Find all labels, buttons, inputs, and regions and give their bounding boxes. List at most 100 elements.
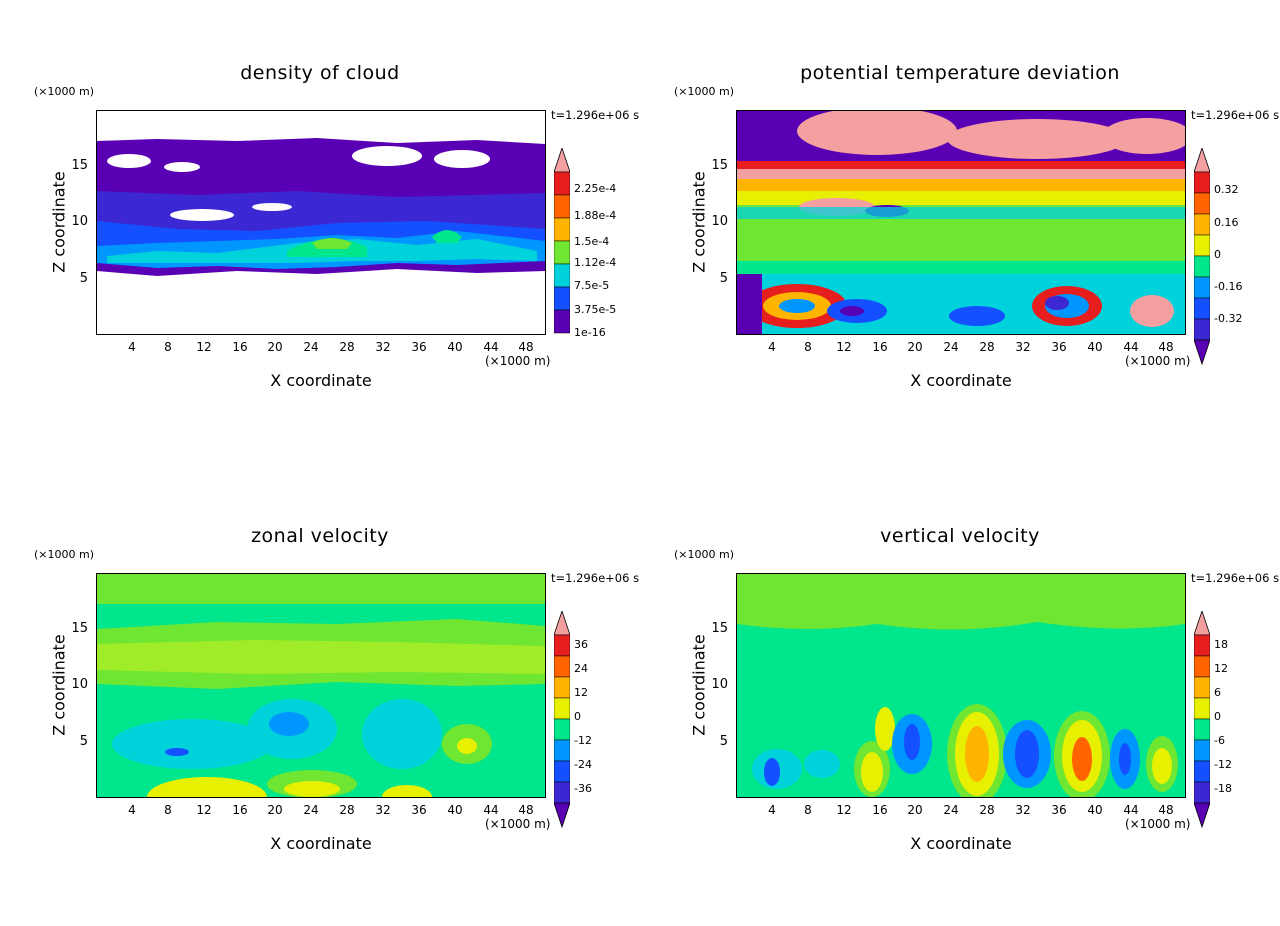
x-tick-label: 32 xyxy=(1015,803,1031,817)
x-tick-label: 8 xyxy=(804,803,812,817)
y-tick-label: 5 xyxy=(719,271,728,286)
plot-area xyxy=(96,110,546,335)
x-tick-label: 32 xyxy=(1015,340,1031,354)
time-label: t=1.296e+06 s xyxy=(1191,108,1280,122)
x-tick-label: 12 xyxy=(196,340,212,354)
x-tick-label: 44 xyxy=(483,340,499,354)
plot-area xyxy=(736,573,1186,798)
x-tick-label: 28 xyxy=(339,803,355,817)
colorbar-label: -18 xyxy=(1214,782,1232,795)
colorbar-label: 36 xyxy=(574,638,588,651)
y-tick-label: 5 xyxy=(79,271,88,286)
colorbar-label: 3.75e-5 xyxy=(574,303,617,316)
x-tick-label: 40 xyxy=(447,803,463,817)
chart-panel-vertical-velocity: vertical velocity (×1000 m) t=1.296e+06 … xyxy=(640,463,1280,926)
x-tick-label: 24 xyxy=(943,340,959,354)
x-tick-label: 36 xyxy=(1051,340,1067,354)
x-tick-label: 20 xyxy=(267,340,283,354)
x-tick-label: 48 xyxy=(1158,803,1174,817)
colorbar-label: 18 xyxy=(1214,638,1228,651)
chart-title: vertical velocity xyxy=(880,525,1040,547)
z-unit-label: (×1000 m) xyxy=(674,85,735,98)
colorbar-label: -0.16 xyxy=(1214,280,1243,293)
x-unit-label: (×1000 m) xyxy=(1125,817,1191,831)
x-tick-label: 12 xyxy=(836,803,852,817)
colorbar-label: -24 xyxy=(574,758,592,771)
x-tick-label: 8 xyxy=(164,803,172,817)
x-tick-label: 8 xyxy=(804,340,812,354)
chart-title: zonal velocity xyxy=(251,525,389,547)
chart-title: potential temperature deviation xyxy=(800,62,1120,84)
y-tick-label: 10 xyxy=(711,677,728,692)
colorbar-label: 12 xyxy=(574,686,588,699)
colorbar-label: 0 xyxy=(1214,248,1221,261)
z-unit-label: (×1000 m) xyxy=(34,548,95,561)
x-tick-label: 36 xyxy=(411,340,427,354)
x-tick-label: 40 xyxy=(1087,340,1103,354)
y-tick-label: 15 xyxy=(711,158,728,173)
x-axis-label: X coordinate xyxy=(910,834,1012,853)
colorbar-label: 1.88e-4 xyxy=(574,209,617,222)
colorbar-label: 0 xyxy=(1214,710,1221,723)
x-tick-label: 48 xyxy=(518,340,534,354)
colorbar-label: 1.12e-4 xyxy=(574,256,617,269)
y-tick-label: 10 xyxy=(711,214,728,229)
colorbar-label: 24 xyxy=(574,662,588,675)
x-tick-label: 40 xyxy=(1087,803,1103,817)
colorbar-label: -12 xyxy=(1214,758,1232,771)
y-axis-label: Z coordinate xyxy=(49,634,69,736)
colorbar-label: 7.5e-5 xyxy=(574,279,610,292)
x-tick-label: 12 xyxy=(836,340,852,354)
time-label: t=1.296e+06 s xyxy=(551,108,640,122)
x-tick-label: 4 xyxy=(128,340,136,354)
x-tick-label: 48 xyxy=(1158,340,1174,354)
plot-area xyxy=(96,573,546,798)
x-tick-label: 16 xyxy=(872,803,888,817)
y-axis-label: Z coordinate xyxy=(689,634,709,736)
colorbar-label: -0.32 xyxy=(1214,312,1243,325)
x-tick-label: 28 xyxy=(979,340,995,354)
x-tick-label: 28 xyxy=(339,340,355,354)
x-unit-label: (×1000 m) xyxy=(485,817,551,831)
y-tick-label: 10 xyxy=(71,214,88,229)
chart-panel-density-of-cloud: density of cloud (×1000 m) t=1.296e+06 s… xyxy=(0,0,640,463)
x-tick-label: 44 xyxy=(1123,803,1139,817)
x-axis-label: X coordinate xyxy=(910,371,1012,390)
chart-title: density of cloud xyxy=(240,62,400,84)
colorbar-label: -12 xyxy=(574,734,592,747)
x-tick-label: 24 xyxy=(303,340,319,354)
colorbar-label: 2.25e-4 xyxy=(574,182,617,195)
chart-panel-zonal-velocity: zonal velocity (×1000 m) t=1.296e+06 s 1… xyxy=(0,463,640,926)
x-tick-label: 24 xyxy=(303,803,319,817)
colorbar xyxy=(1193,609,1211,833)
x-tick-label: 16 xyxy=(232,340,248,354)
chart-panel-potential-temperature-deviation: potential temperature deviation (×1000 m… xyxy=(640,0,1280,463)
x-tick-label: 40 xyxy=(447,340,463,354)
colorbar-label: 6 xyxy=(1214,686,1221,699)
x-tick-label: 32 xyxy=(375,340,391,354)
x-tick-label: 4 xyxy=(768,803,776,817)
x-tick-label: 12 xyxy=(196,803,212,817)
colorbar xyxy=(1193,146,1211,370)
colorbar-label: 12 xyxy=(1214,662,1228,675)
x-tick-label: 16 xyxy=(232,803,248,817)
plot-area xyxy=(736,110,1186,335)
time-label: t=1.296e+06 s xyxy=(551,571,640,585)
time-label: t=1.296e+06 s xyxy=(1191,571,1280,585)
x-tick-label: 8 xyxy=(164,340,172,354)
x-tick-label: 28 xyxy=(979,803,995,817)
x-tick-label: 36 xyxy=(411,803,427,817)
x-tick-label: 48 xyxy=(518,803,534,817)
y-tick-label: 15 xyxy=(711,621,728,636)
x-tick-label: 36 xyxy=(1051,803,1067,817)
x-axis-label: X coordinate xyxy=(270,834,372,853)
x-tick-label: 44 xyxy=(483,803,499,817)
colorbar xyxy=(553,609,571,833)
y-tick-label: 5 xyxy=(719,734,728,749)
z-unit-label: (×1000 m) xyxy=(34,85,95,98)
colorbar-label: -6 xyxy=(1214,734,1225,747)
colorbar-label: 0.32 xyxy=(1214,183,1239,196)
x-tick-label: 4 xyxy=(768,340,776,354)
colorbar-label: -36 xyxy=(574,782,592,795)
colorbar-label: 1.5e-4 xyxy=(574,235,610,248)
